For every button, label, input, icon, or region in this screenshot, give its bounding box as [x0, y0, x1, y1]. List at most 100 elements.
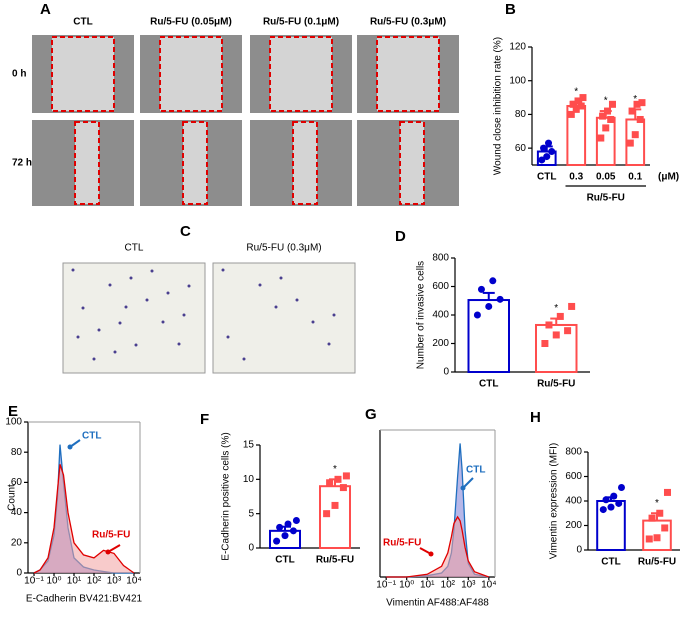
cell [71, 268, 75, 272]
data-point [579, 94, 587, 102]
data-point [604, 107, 612, 115]
wound-area [377, 37, 439, 111]
data-point [569, 100, 577, 108]
y-axis-label: Count [7, 484, 18, 511]
y-tick-label: 400 [432, 310, 449, 321]
cell [182, 313, 186, 317]
data-point [568, 302, 576, 310]
x-tick-label: 10⁰ [399, 580, 414, 591]
x-tick-label: 10⁴ [481, 580, 496, 591]
cell [129, 276, 133, 280]
data-point [638, 99, 646, 107]
data-point [540, 144, 548, 152]
data-point [564, 327, 572, 335]
x-tick-label: 10³ [461, 580, 476, 591]
data-point [323, 510, 331, 518]
y-axis-label: Vimentin expression (MFI) [549, 443, 560, 560]
area-fill [386, 516, 489, 577]
panel-label: A [40, 1, 51, 18]
x-tick-label: Ru/5-FU [638, 557, 676, 568]
data-point [489, 277, 497, 285]
cell [108, 283, 112, 287]
series-arrowhead [105, 549, 111, 555]
wound-outline [292, 121, 318, 205]
data-point [342, 472, 350, 480]
cell [92, 357, 96, 361]
series-arrowhead [428, 551, 434, 557]
data-point [636, 115, 644, 123]
cell [242, 357, 246, 361]
wound-area [400, 122, 424, 204]
y-tick-label: 60 [11, 477, 23, 488]
panel-label: C [180, 223, 191, 240]
data-point [610, 492, 618, 500]
panel-label: H [530, 409, 541, 426]
column-label: Ru/5-FU (0.3μM) [370, 17, 446, 28]
x-tick-label: 10⁻¹ [376, 580, 396, 591]
y-tick-label: 200 [565, 520, 582, 531]
data-point [602, 124, 610, 132]
cell [113, 350, 117, 354]
data-point [597, 134, 605, 142]
panel-label: B [505, 1, 516, 18]
area-fill [386, 443, 489, 577]
y-tick-label: 0 [16, 568, 22, 579]
data-point [331, 501, 339, 509]
cell [295, 298, 299, 302]
series-label: CTL [82, 431, 101, 442]
cell [274, 305, 278, 309]
y-tick-label: 15 [243, 440, 255, 451]
cell [332, 313, 336, 317]
data-point [556, 312, 564, 320]
cell [187, 284, 191, 288]
wound-area [270, 37, 332, 111]
y-axis-label: Wound close inhibition rate (%) [493, 37, 504, 175]
significance-label: * [554, 303, 558, 314]
wound-area [293, 122, 317, 204]
data-point [281, 532, 289, 540]
cell [279, 276, 283, 280]
x-tick-label: 0.1 [628, 172, 642, 183]
x-tick-label: 10⁴ [126, 576, 141, 587]
panel-label: G [365, 406, 377, 423]
cell [150, 269, 154, 273]
data-point [626, 139, 634, 147]
data-point [631, 131, 639, 139]
data-point [633, 100, 641, 108]
data-point [289, 527, 297, 535]
y-tick-label: 0 [248, 543, 254, 554]
x-tick-label: Ru/5-FU [537, 379, 575, 390]
y-axis-label: E-Cadherin positive cells (%) [221, 432, 232, 560]
data-point [599, 112, 607, 120]
column-label: Ru/5-FU (0.1μM) [263, 17, 339, 28]
data-point [628, 107, 636, 115]
x-tick-label: CTL [479, 379, 498, 390]
y-tick-label: 0 [576, 545, 582, 556]
y-tick-label: 100 [5, 417, 22, 428]
data-point [273, 537, 281, 545]
significance-label: * [604, 96, 608, 107]
data-point [574, 97, 582, 105]
micrograph [212, 262, 356, 374]
y-tick-label: 120 [509, 42, 526, 53]
significance-label: * [655, 498, 659, 509]
data-point [599, 506, 607, 514]
micrograph [62, 262, 206, 374]
x-tick-label: 10² [87, 576, 102, 587]
y-tick-label: 80 [515, 109, 527, 120]
data-point [548, 148, 556, 156]
data-point [339, 484, 347, 492]
data-point [545, 139, 553, 147]
y-tick-label: 0 [443, 367, 449, 378]
cell [327, 342, 331, 346]
significance-label: * [333, 464, 337, 475]
wound-area [183, 122, 207, 204]
data-point [656, 509, 664, 517]
data-point [653, 534, 661, 542]
cell [226, 335, 230, 339]
y-tick-label: 20 [11, 537, 23, 548]
y-tick-label: 5 [248, 508, 254, 519]
column-label: Ru/5-FU (0.05μM) [150, 17, 232, 28]
wound-outline [182, 121, 208, 205]
data-point [538, 156, 546, 164]
